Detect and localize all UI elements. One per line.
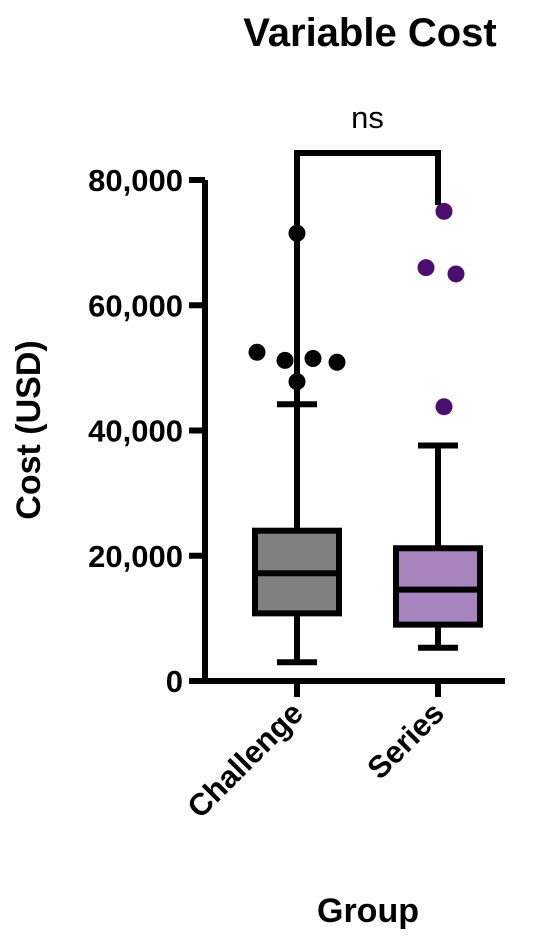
x-axis-title: Group [317,892,419,930]
x-tick-label: Challenge [180,695,310,825]
x-tick-label: Series [360,695,451,786]
y-tick-label: 80,000 [88,163,183,198]
y-tick-label: 60,000 [88,288,183,323]
y-axis-title: Cost (USD) [10,340,48,519]
y-tick-label: 40,000 [88,414,183,449]
outlier-point [328,353,346,371]
outlier-point [276,351,294,369]
outlier-point [435,202,453,220]
box-series [393,545,483,628]
significance-label: ns [351,100,384,135]
outlier-point [248,343,266,361]
y-tick-label: 20,000 [88,539,183,574]
outlier-point [447,265,465,283]
y-tick-label: 0 [166,664,183,699]
outlier-point [417,259,435,277]
outlier-point [304,349,322,367]
outlier-point [435,398,453,416]
chart-title: Variable Cost [243,11,496,55]
